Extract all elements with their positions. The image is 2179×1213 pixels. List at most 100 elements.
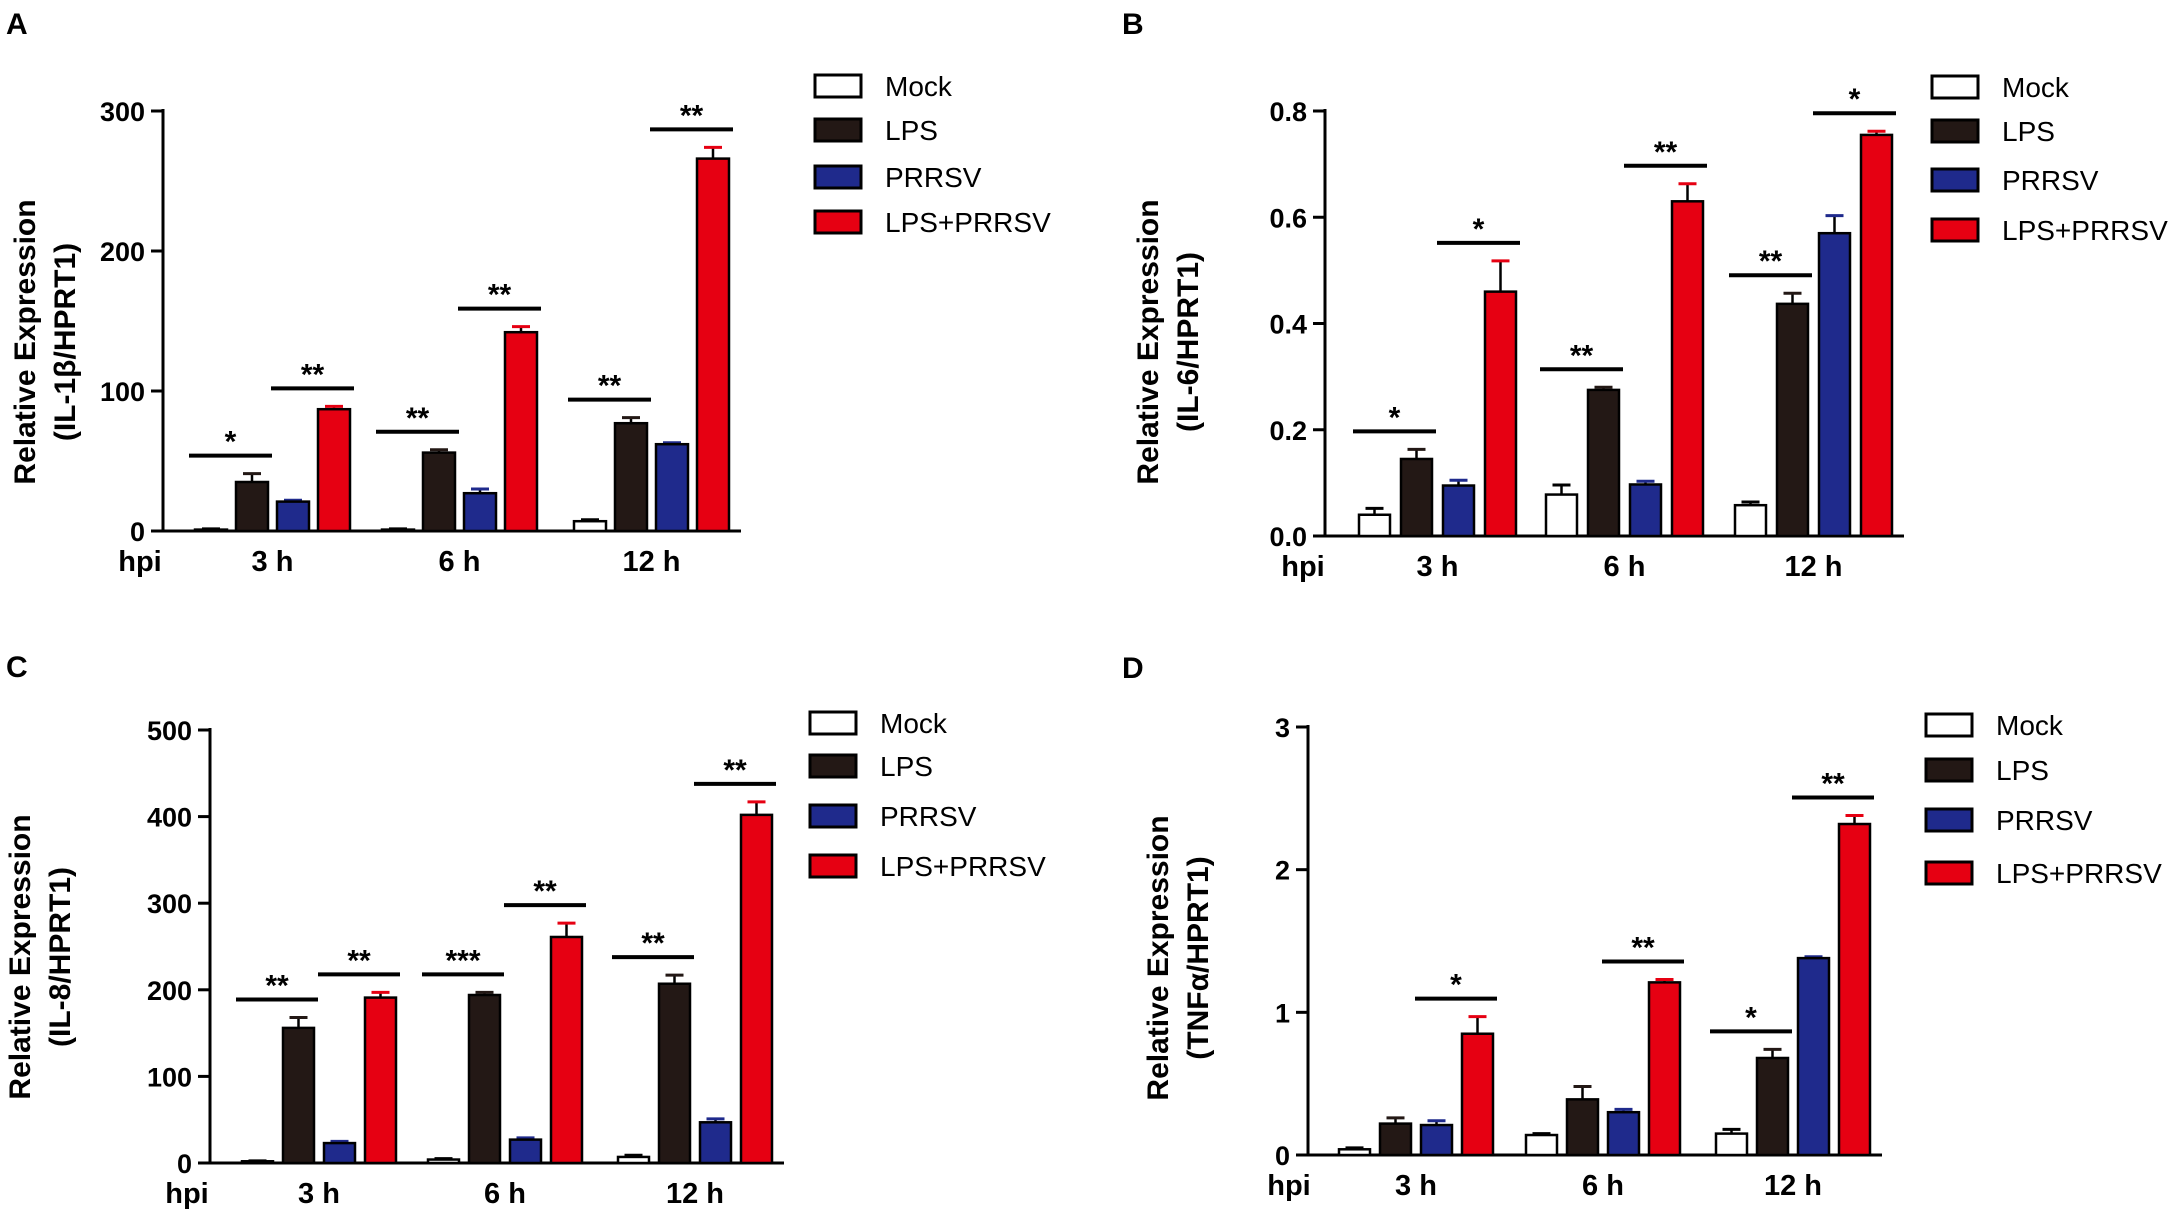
significance-label: *: [1745, 1001, 1757, 1034]
bar-prrsv: [1419, 1123, 1454, 1157]
bar-mock: [616, 1155, 651, 1165]
y-tick-label: 3: [1275, 713, 1290, 743]
x-axis-title: hpi: [1267, 1170, 1311, 1202]
significance-label: *: [1450, 969, 1462, 1002]
y-tick-label: 0: [1275, 1141, 1290, 1171]
panel-c-ylabel-line2: (IL-8/HPRT1): [44, 867, 77, 1047]
significance-label: *: [1389, 401, 1401, 434]
bar-lps: [1565, 1098, 1600, 1157]
panel-d: D Relative Expression (TNFα/HPRT1) 0 1 2 3 h…: [1122, 652, 2162, 1202]
legend-label: LPS+PRRSV: [2002, 215, 2168, 246]
panel-c-legend: Mock LPS PRRSV LPS+PRRSV: [808, 708, 1046, 882]
bar-mock: [240, 1160, 275, 1165]
legend-swatch: [1924, 807, 1974, 833]
significance-label: **: [1570, 339, 1594, 372]
y-tick-label: 500: [147, 716, 192, 746]
x-axis-title: hpi: [165, 1178, 209, 1210]
bar-mock: [1714, 1132, 1749, 1157]
legend-label: PRRSV: [885, 162, 982, 193]
panel-b-legend: Mock LPS PRRSV LPS+PRRSV: [1930, 72, 2168, 246]
y-tick-label: 0: [177, 1149, 192, 1179]
significance-label: **: [533, 875, 557, 908]
legend-swatch: [808, 853, 858, 879]
legend-label: LPS+PRRSV: [880, 851, 1046, 882]
panel-d-ylabel-line2: (TNFα/HPRT1): [1182, 856, 1215, 1059]
bar-lps: [1586, 388, 1621, 538]
legend-swatch: [1924, 712, 1974, 738]
y-tick-label: 0.6: [1269, 203, 1307, 233]
bar-prrsv: [322, 1141, 357, 1165]
significance-label: **: [680, 99, 704, 132]
bar-lps: [613, 421, 649, 533]
bar-mock: [1337, 1148, 1372, 1157]
legend-swatch: [1930, 118, 1980, 144]
legend-swatch: [813, 209, 863, 235]
significance-label: **: [1631, 932, 1655, 965]
bar-lps-prrsv: [316, 407, 352, 533]
significance-label: *: [1849, 83, 1861, 116]
legend-label: Mock: [2002, 72, 2070, 103]
significance-label: **: [488, 279, 512, 312]
panel-d-ylabel-line1: Relative Expression: [1142, 815, 1175, 1100]
bar-mock: [380, 528, 416, 533]
x-tick-label: 12 h: [1784, 551, 1842, 583]
significance-label: **: [723, 754, 747, 787]
bar-prrsv: [1606, 1110, 1641, 1157]
y-tick-label: 400: [147, 803, 192, 833]
bar-mock: [1733, 503, 1768, 538]
x-tick-label: 3 h: [298, 1178, 340, 1210]
bar-lps-prrsv: [1670, 200, 1705, 538]
legend-label: Mock: [885, 71, 953, 102]
y-tick-label: 300: [147, 889, 192, 919]
legend-label: PRRSV: [2002, 165, 2099, 196]
legend-label: LPS: [2002, 116, 2055, 147]
bar-prrsv: [462, 491, 498, 533]
panel-b-letter: B: [1122, 8, 1144, 41]
legend-swatch: [808, 753, 858, 779]
legend-swatch: [813, 73, 863, 99]
bar-mock: [1524, 1133, 1559, 1157]
bar-mock: [1357, 513, 1392, 538]
x-tick-label: 6 h: [484, 1178, 526, 1210]
legend-label: LPS: [880, 751, 933, 782]
panel-d-ylabel: Relative Expression (TNFα/HPRT1): [1142, 815, 1215, 1100]
bar-mock: [426, 1158, 461, 1165]
bar-lps: [1399, 457, 1434, 538]
legend-label: LPS+PRRSV: [885, 207, 1051, 238]
bar-prrsv: [1796, 956, 1831, 1157]
legend-label: Mock: [1996, 710, 2064, 741]
legend-label: LPS: [885, 115, 938, 146]
panel-a-ylabel-line1: Relative Expression: [9, 199, 42, 484]
bar-lps-prrsv: [1647, 981, 1682, 1157]
x-tick-label: 3 h: [1395, 1170, 1437, 1202]
legend-label: PRRSV: [1996, 805, 2093, 836]
x-tick-label: 6 h: [1604, 551, 1646, 583]
panel-b: B Relative Expression (IL-6/HPRT1) 0.0 0.…: [1122, 8, 2168, 583]
bar-lps-prrsv: [1859, 133, 1894, 538]
bar-lps: [421, 451, 457, 533]
significance-label: **: [301, 358, 325, 391]
panel-d-letter: D: [1122, 652, 1144, 685]
panel-a-ylabel-line2: (IL-1β/HPRT1): [49, 243, 82, 441]
y-tick-label: 0.2: [1269, 416, 1307, 446]
bar-lps-prrsv: [1837, 822, 1872, 1157]
significance-label: **: [347, 944, 371, 977]
y-tick-label: 0.4: [1269, 310, 1307, 340]
y-tick-label: 2: [1275, 856, 1290, 886]
panel-c-ylabel-line1: Relative Expression: [4, 814, 37, 1099]
panel-d-legend: Mock LPS PRRSV LPS+PRRSV: [1924, 710, 2162, 889]
bar-prrsv: [698, 1121, 733, 1165]
legend-swatch: [1930, 74, 1980, 100]
panel-b-ylabel-line1: Relative Expression: [1132, 199, 1165, 484]
bar-lps: [467, 993, 502, 1165]
panel-a-legend: Mock LPS PRRSV LPS+PRRSV: [813, 71, 1051, 238]
x-tick-label: 12 h: [666, 1178, 724, 1210]
y-tick-label: 100: [147, 1062, 192, 1092]
significance-label: *: [225, 426, 237, 459]
x-tick-label: 6 h: [1582, 1170, 1624, 1202]
